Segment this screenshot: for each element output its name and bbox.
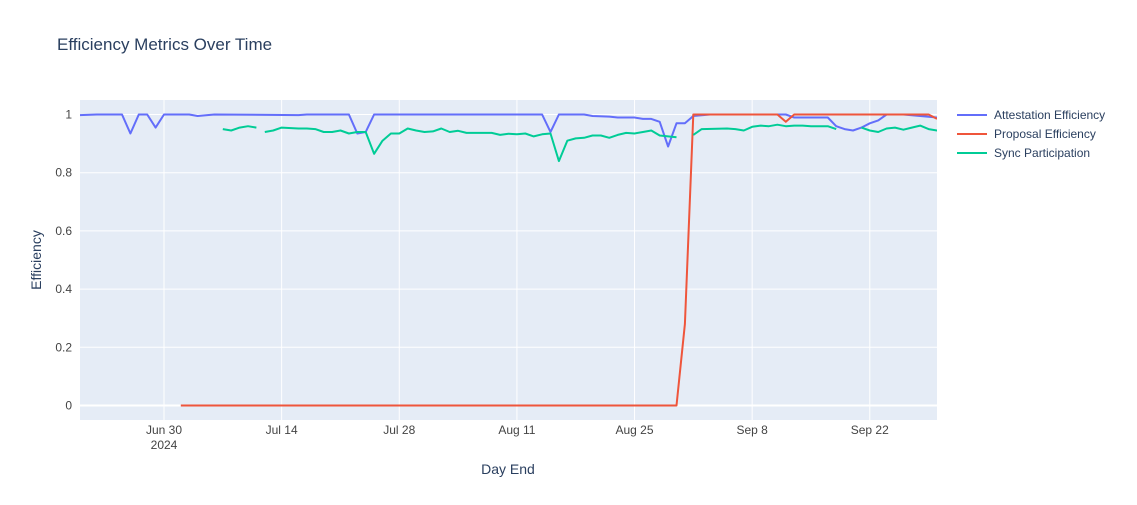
plot-area-background xyxy=(80,100,937,420)
legend-label: Sync Participation xyxy=(994,146,1090,160)
series-line-sync-participation[interactable] xyxy=(222,123,946,163)
chart-title: Efficiency Metrics Over Time xyxy=(57,35,272,54)
x-tick-label: Sep 22 xyxy=(851,423,889,437)
y-axis-ticks: 0 0.2 0.4 0.6 0.8 1 xyxy=(55,108,72,413)
series-line-proposal-efficiency[interactable] xyxy=(180,113,937,407)
x-tick-label: Sep 8 xyxy=(736,423,768,437)
y-tick-label: 0.8 xyxy=(55,166,72,180)
series-line-attestation-efficiency[interactable] xyxy=(80,113,937,148)
x-tick-label: Aug 25 xyxy=(616,423,654,437)
legend-item[interactable]: Proposal Efficiency xyxy=(957,127,1096,141)
series-layer xyxy=(80,113,946,407)
y-tick-label: 1 xyxy=(65,108,72,122)
x-tick-label: Jul 28 xyxy=(383,423,415,437)
x-axis-title: Day End xyxy=(481,461,535,477)
legend-label: Attestation Efficiency xyxy=(994,108,1105,122)
x-tick-sublabel: 2024 xyxy=(151,438,178,452)
y-tick-label: 0.6 xyxy=(55,224,72,238)
y-tick-label: 0 xyxy=(65,398,72,412)
y-axis-title: Efficiency xyxy=(28,230,44,290)
x-tick-label: Jun 30 xyxy=(146,423,182,437)
y-tick-label: 0.4 xyxy=(55,282,72,296)
x-tick-label: Aug 11 xyxy=(498,423,535,437)
x-tick-label: Jul 14 xyxy=(266,423,298,437)
legend-item[interactable]: Sync Participation xyxy=(957,146,1090,160)
legend-label: Proposal Efficiency xyxy=(994,127,1096,141)
legend-item[interactable]: Attestation Efficiency xyxy=(957,108,1105,122)
chart-legend[interactable]: Attestation Efficiency Proposal Efficienc… xyxy=(957,108,1105,160)
y-tick-label: 0.2 xyxy=(55,340,72,354)
